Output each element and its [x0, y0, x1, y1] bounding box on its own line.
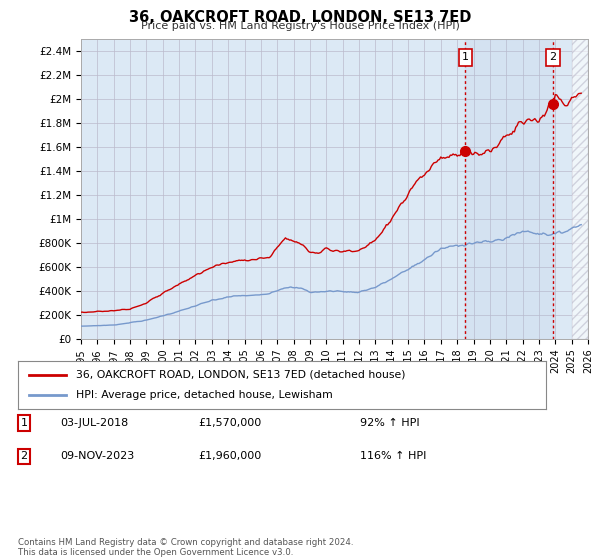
Text: Contains HM Land Registry data © Crown copyright and database right 2024.
This d: Contains HM Land Registry data © Crown c… [18, 538, 353, 557]
Text: £1,960,000: £1,960,000 [198, 451, 261, 461]
Text: 2: 2 [20, 451, 28, 461]
Text: 36, OAKCROFT ROAD, LONDON, SE13 7ED: 36, OAKCROFT ROAD, LONDON, SE13 7ED [129, 10, 471, 25]
Bar [466, 39, 553, 339]
Text: 1: 1 [20, 418, 28, 428]
Text: £1,570,000: £1,570,000 [198, 418, 261, 428]
Text: 2: 2 [549, 52, 556, 62]
Text: HPI: Average price, detached house, Lewisham: HPI: Average price, detached house, Lewi… [76, 390, 333, 400]
Text: Price paid vs. HM Land Registry's House Price Index (HPI): Price paid vs. HM Land Registry's House … [140, 21, 460, 31]
Text: 09-NOV-2023: 09-NOV-2023 [60, 451, 134, 461]
Text: 03-JUL-2018: 03-JUL-2018 [60, 418, 128, 428]
Text: 116% ↑ HPI: 116% ↑ HPI [360, 451, 427, 461]
Text: 92% ↑ HPI: 92% ↑ HPI [360, 418, 419, 428]
Text: 36, OAKCROFT ROAD, LONDON, SE13 7ED (detached house): 36, OAKCROFT ROAD, LONDON, SE13 7ED (det… [76, 370, 406, 380]
Text: 1: 1 [462, 52, 469, 62]
